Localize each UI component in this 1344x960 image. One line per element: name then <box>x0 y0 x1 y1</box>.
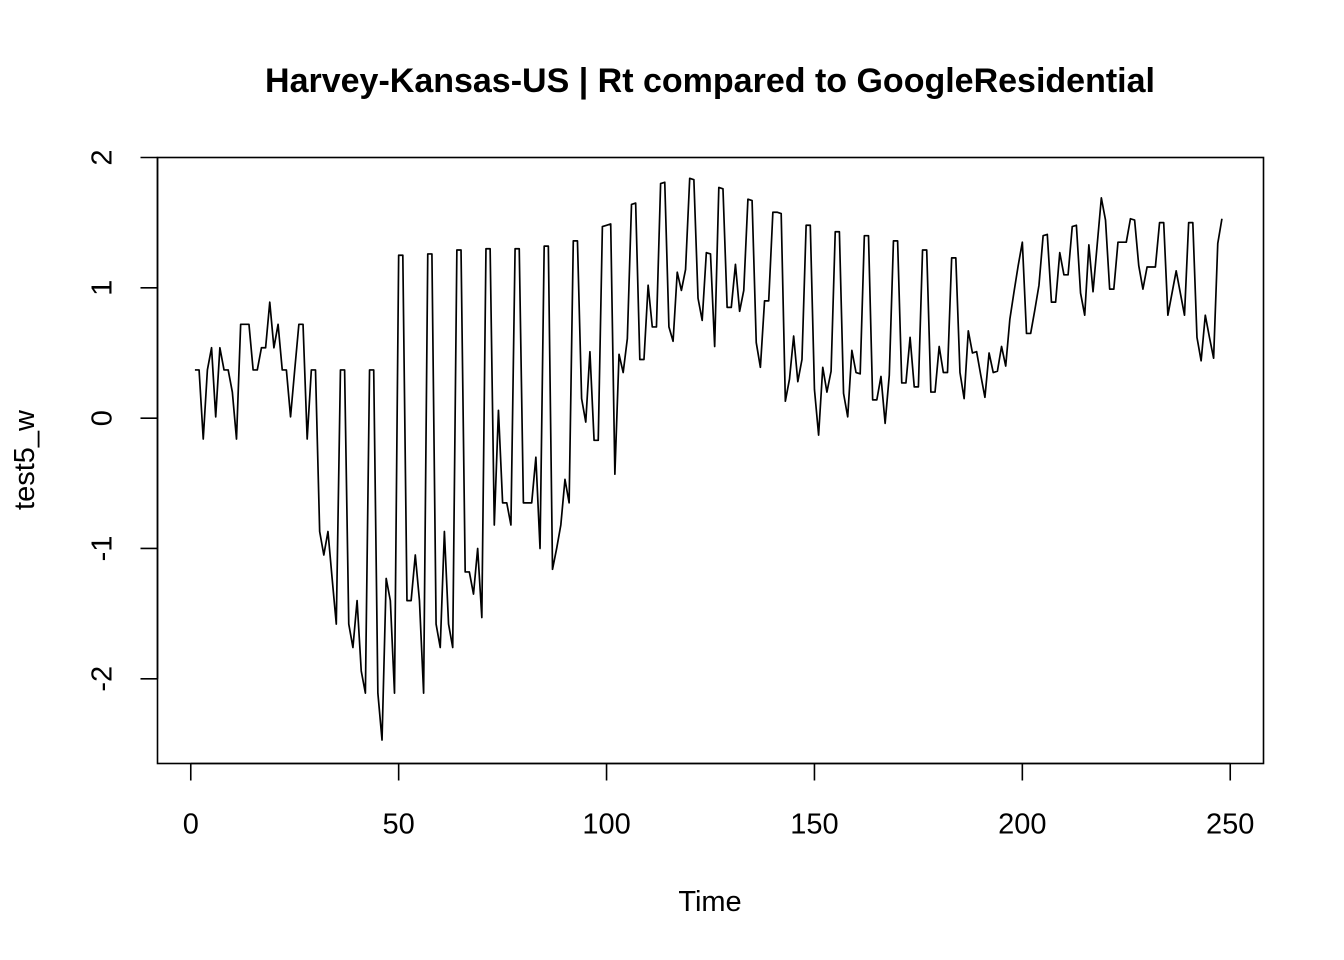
x-tick-label: 250 <box>1206 809 1254 841</box>
series-line-test5-w <box>194 177 1223 741</box>
y-axis-label: test5_w <box>9 409 41 510</box>
x-tick-label: 0 <box>183 809 199 841</box>
y-tick-label: 0 <box>87 410 119 426</box>
x-axis-label: Time <box>678 886 741 918</box>
x-tick-label: 50 <box>383 809 415 841</box>
y-tick-label: -2 <box>87 666 119 692</box>
y-tick-label: 1 <box>87 280 119 296</box>
x-axis: 0 50 100 150 200 250 <box>183 762 1254 841</box>
x-tick-label: 150 <box>790 809 838 841</box>
y-axis: -2 -1 0 1 2 <box>87 149 159 692</box>
y-tick-label: 2 <box>87 149 119 165</box>
y-tick-label: -1 <box>87 536 119 562</box>
x-tick-label: 100 <box>582 809 630 841</box>
chart-title: Harvey-Kansas-US | Rt compared to Google… <box>265 62 1155 100</box>
x-tick-label: 200 <box>998 809 1046 841</box>
